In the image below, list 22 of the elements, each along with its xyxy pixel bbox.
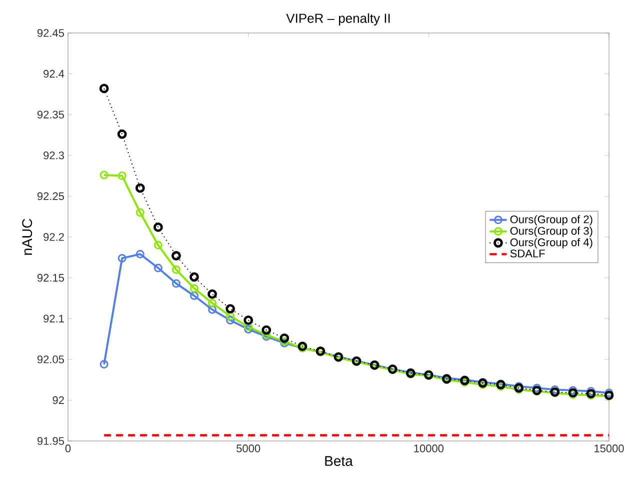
- y-tick-label: 92.45: [37, 29, 64, 37]
- y-tick-label: 92.05: [37, 356, 64, 364]
- legend-label: Ours(Group of 2): [510, 215, 592, 226]
- y-tick-label: 92.35: [37, 110, 64, 118]
- y-tick-label: 92.4: [44, 70, 64, 78]
- y-tick-label: 92.25: [37, 192, 64, 200]
- x-tick-label: 15000: [594, 444, 624, 452]
- y-tick-label: 92.3: [44, 152, 64, 160]
- legend-label: Ours(Group of 3): [510, 226, 592, 237]
- x-axis-title: Beta: [325, 456, 353, 466]
- x-tick-label: 5000: [236, 444, 260, 452]
- y-tick-label: 91.95: [37, 437, 64, 445]
- y-tick-label: 92.2: [44, 233, 64, 241]
- chart-title: VIPeR – penalty II: [286, 13, 390, 26]
- legend-label: Ours(Group of 4): [510, 238, 592, 248]
- y-tick-label: 92.15: [37, 274, 64, 282]
- x-tick-label: 0: [65, 444, 71, 452]
- legend-label: SDALF: [510, 250, 545, 258]
- y-tick-label: 92.1: [44, 314, 64, 322]
- y-axis-title: nAUC: [22, 218, 32, 255]
- y-tick-label: 92: [52, 396, 64, 404]
- x-tick-label: 10000: [414, 444, 444, 452]
